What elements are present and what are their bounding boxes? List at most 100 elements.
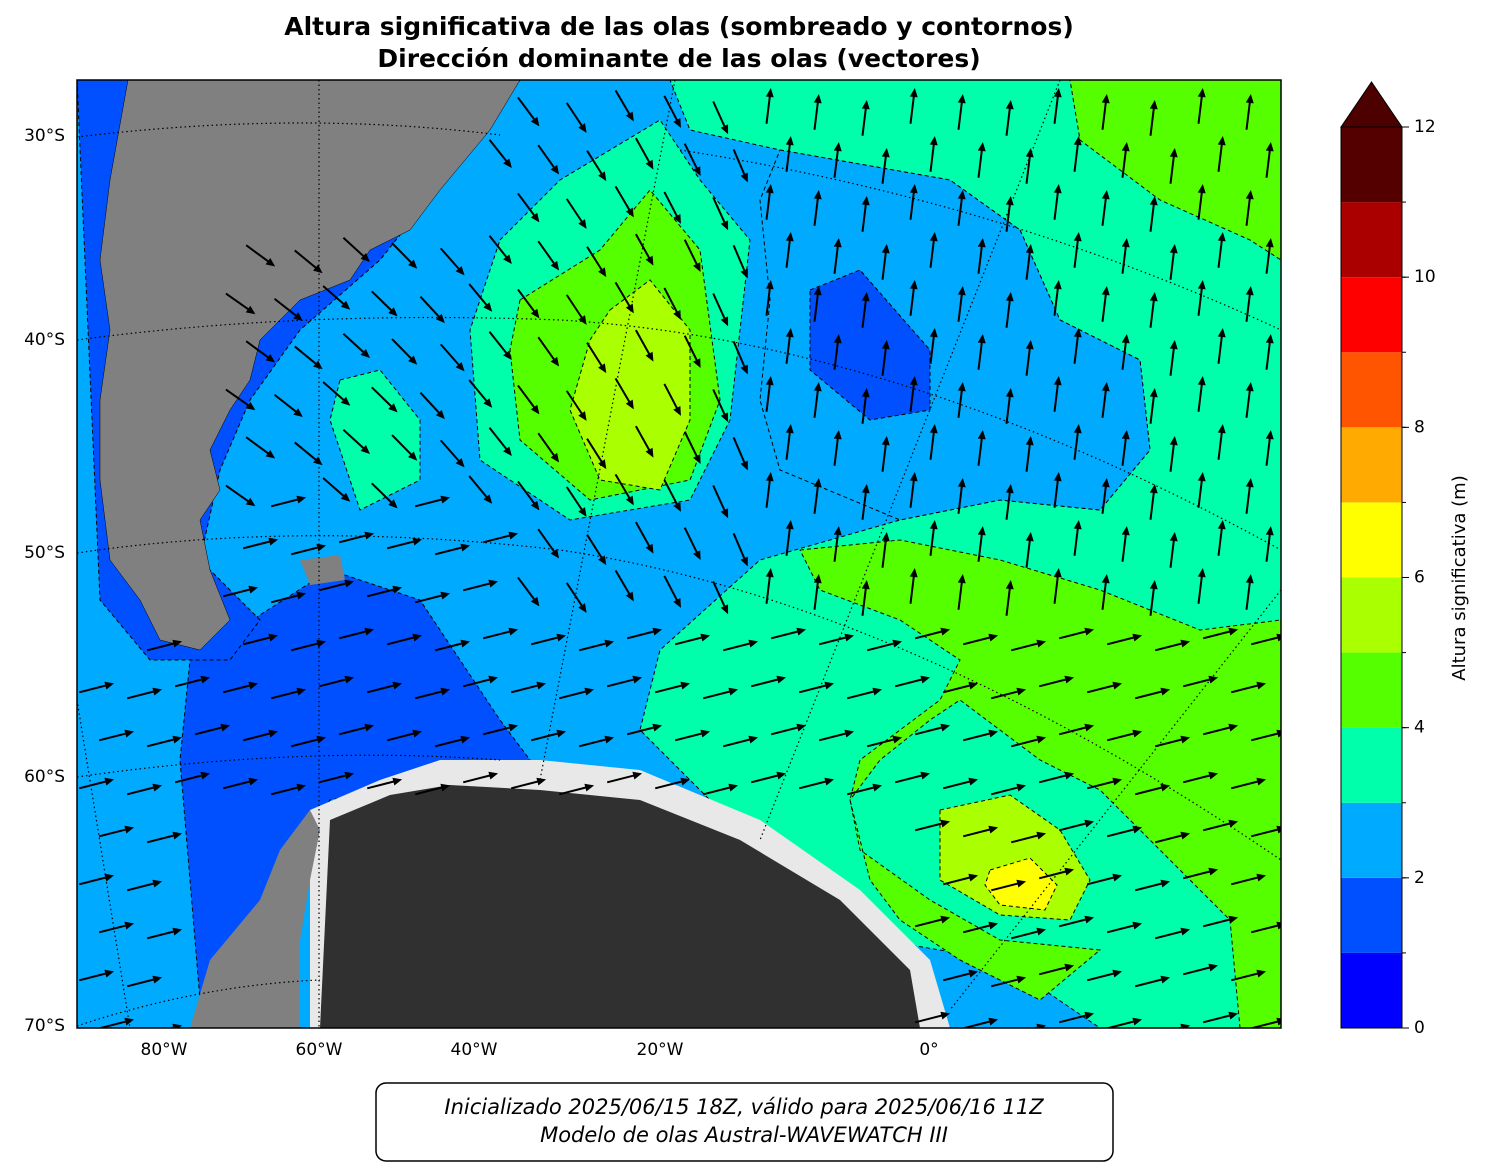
wave-vector [1058, 725, 1089, 736]
wave-vector [1202, 1013, 1233, 1024]
wave-vector-head [693, 262, 701, 273]
wave-vector [1202, 629, 1233, 640]
wave-vector-head [460, 639, 471, 648]
wave-vector [1121, 147, 1128, 178]
wave-vector [222, 587, 253, 598]
colorbar-segment [1341, 952, 1402, 1028]
wave-vector-head [693, 454, 701, 465]
wave-vector-head [673, 406, 681, 416]
wave-vector-head [124, 921, 135, 930]
wave-vector-head [152, 783, 163, 792]
wave-vector [242, 539, 273, 550]
wave-vector [1101, 195, 1108, 226]
wave-vector-head [1036, 735, 1047, 744]
wave-vector [434, 545, 465, 556]
wave-vector-head [673, 598, 681, 608]
region-3-4 [329, 369, 421, 511]
wave-vector [1182, 965, 1213, 976]
region-4-5 [799, 539, 1281, 1028]
footer-line: Inicializado 2025/06/15 18Z, válido para… [444, 1095, 1044, 1119]
wave-vector-head [1132, 633, 1143, 642]
wave-vector-head [1245, 286, 1254, 296]
wave-vector-head [740, 556, 748, 567]
wave-vector-head [1121, 334, 1130, 344]
wave-vector [914, 917, 945, 928]
wave-vector-head [720, 508, 729, 519]
wave-vector [434, 737, 465, 748]
wave-vector-head [360, 348, 370, 359]
wave-vector [318, 677, 349, 688]
map [77, 80, 1281, 1028]
wave-vector-head [765, 280, 774, 290]
south-america [99, 80, 521, 651]
wave-vector-head [833, 526, 842, 536]
wave-vector-head [435, 313, 445, 324]
wave-vector [1169, 249, 1176, 280]
wave-vector [386, 539, 417, 550]
lat-label: 60°S [24, 767, 65, 787]
wave-vector-head [740, 172, 748, 183]
wave-vector-head [1180, 831, 1191, 840]
wave-vector-head [1265, 526, 1274, 536]
wave-vector-head [578, 507, 587, 517]
wave-vector [371, 386, 394, 409]
wave-vector-head [1160, 975, 1171, 984]
wave-vector [318, 773, 349, 784]
wave-vector-head [344, 675, 355, 684]
wave-vector-head [1121, 142, 1130, 152]
wave-vector-head [124, 729, 135, 738]
wave-vector [290, 737, 321, 748]
colorbar-segment [1341, 202, 1402, 278]
wave-vector-head [872, 687, 883, 696]
title-line: Dirección dominante de las olas (vectore… [377, 44, 980, 73]
wave-vector-head [1121, 430, 1130, 440]
wave-vector [1058, 629, 1089, 640]
wave-vector [674, 635, 705, 646]
wave-vector [977, 339, 984, 370]
wave-vector-head [813, 574, 822, 584]
wave-vector-head [1036, 1023, 1047, 1028]
wave-vector [712, 293, 727, 322]
wave-vector-head [508, 723, 519, 732]
wave-vector-head [1197, 280, 1206, 290]
wave-vector [1250, 731, 1281, 742]
wave-vector [1154, 929, 1185, 940]
wave-vector [929, 237, 936, 268]
wave-vector [565, 294, 585, 321]
wave-vector [914, 821, 945, 832]
wave-vector-head [1228, 627, 1239, 636]
wave-vector [517, 480, 537, 507]
wave-vector-head [104, 873, 115, 882]
graticule-line [77, 535, 1281, 861]
wave-vector-head [440, 783, 451, 792]
wave-vector [1053, 189, 1060, 220]
wave-vector-head [598, 267, 607, 278]
wave-vector [482, 725, 513, 736]
wave-vector [242, 635, 273, 646]
wave-vector-head [1112, 681, 1123, 690]
wave-vector [1265, 243, 1272, 274]
wave-vector-head [1016, 687, 1027, 696]
wave-vector [1250, 827, 1281, 838]
wave-vector-head [1180, 927, 1191, 936]
footer-line: Modelo de olas Austral-WAVEWATCH III [540, 1123, 948, 1147]
wave-vector-head [536, 777, 547, 786]
wave-vector [245, 340, 271, 360]
wave-vector [1182, 773, 1213, 784]
wave-vector-head [940, 819, 951, 828]
wave-vector-head [412, 633, 423, 642]
wave-vector [510, 779, 541, 790]
wave-vector [833, 435, 840, 466]
wave-vector-head [598, 171, 607, 182]
wave-vector [1265, 435, 1272, 466]
wave-vector-head [1256, 777, 1267, 786]
wave-vector [712, 389, 727, 418]
wave-vector [1073, 237, 1080, 268]
wave-vector [225, 484, 252, 504]
colorbar-segment [1341, 802, 1402, 878]
wave-vector-head [455, 265, 465, 276]
wave-vector-head [578, 603, 587, 613]
wave-vector [866, 737, 897, 748]
wave-vector-head [245, 497, 256, 507]
wave-vector-head [488, 675, 499, 684]
